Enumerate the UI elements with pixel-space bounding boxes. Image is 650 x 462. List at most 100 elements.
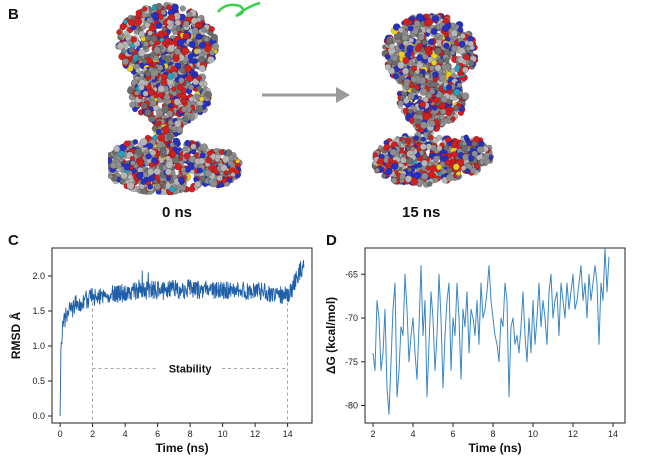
atom-sphere (145, 153, 152, 160)
atom-sphere (427, 38, 435, 45)
atom-sphere (138, 30, 146, 38)
atom-sphere (134, 90, 140, 96)
atom-sphere (188, 96, 195, 103)
atom-sphere (421, 53, 429, 60)
atom-sphere (407, 92, 415, 101)
atom-sphere (411, 105, 417, 112)
atom-sphere (462, 66, 469, 74)
atom-sphere (407, 19, 413, 25)
atom-sphere (166, 4, 172, 11)
atom-sphere (227, 177, 233, 183)
atom-sphere (188, 185, 196, 193)
atom-sphere (130, 160, 136, 166)
atom-sphere (198, 56, 206, 63)
atom-sphere (387, 157, 394, 163)
atom-sphere (196, 167, 203, 174)
atom-sphere (399, 173, 406, 181)
atom-sphere (399, 156, 407, 164)
atom-sphere (225, 149, 233, 156)
atom-sphere (157, 97, 163, 103)
atom-sphere (144, 108, 152, 117)
atom-sphere (392, 73, 400, 80)
atom-sphere (142, 90, 149, 97)
stability-annotation: Stability (169, 363, 213, 375)
atom-sphere (149, 161, 155, 168)
atom-sphere (169, 150, 177, 158)
atom-sphere (191, 27, 199, 34)
atom-sphere (385, 54, 391, 60)
atom-sphere (429, 65, 435, 72)
atom-sphere (142, 172, 148, 178)
atom-sphere (147, 168, 155, 176)
atom-sphere (403, 97, 410, 105)
atom-sphere (190, 143, 197, 150)
atom-sphere (428, 153, 435, 159)
atom-sphere (391, 177, 398, 184)
atom-sphere (413, 135, 419, 141)
atom-sphere (155, 22, 163, 29)
atom-sphere (127, 39, 133, 46)
atom-sphere (174, 19, 182, 26)
atom-sphere (391, 162, 399, 171)
atom-sphere (162, 125, 170, 134)
x-tick-label: 10 (218, 429, 228, 439)
atom-sphere (204, 45, 212, 53)
atom-sphere (134, 17, 143, 26)
atom-sphere (198, 41, 206, 49)
atom-sphere (425, 92, 433, 99)
rmsd-chart: 0 2 4 6 8 10 12 14 0.0 0.5 1.0 1.5 2.0 Time (ns) RMSD … (8, 247, 313, 455)
atom-sphere (161, 40, 168, 47)
atom-sphere (431, 105, 438, 111)
atom-sphere (471, 150, 478, 157)
atom-sphere (398, 74, 405, 82)
x-tick-label: 12 (250, 429, 260, 439)
atom-sphere (457, 56, 465, 64)
atom-sphere (437, 57, 444, 65)
atom-sphere (166, 133, 174, 142)
atom-sphere (165, 168, 172, 176)
atom-sphere (146, 16, 154, 24)
atom-sphere (421, 159, 428, 167)
atom-sphere (450, 158, 456, 164)
atom-sphere (413, 19, 421, 27)
atom-sphere (180, 166, 187, 173)
atom-sphere (404, 81, 410, 87)
x-tick-label: 8 (188, 429, 193, 439)
atom-sphere (436, 145, 443, 152)
x-axis-label: Time (ns) (468, 441, 521, 455)
atom-sphere (185, 74, 194, 83)
atom-sphere (216, 175, 223, 182)
atom-sphere (210, 180, 218, 188)
atom-sphere (133, 28, 140, 35)
atom-sphere (408, 37, 414, 43)
atom-sphere (452, 163, 460, 171)
atom-sphere (178, 77, 185, 84)
atom-sphere (147, 183, 154, 190)
atom-sphere (407, 44, 414, 52)
atom-sphere (424, 45, 432, 53)
atom-sphere (113, 145, 121, 153)
atom-sphere (377, 157, 385, 165)
atom-sphere (160, 47, 166, 53)
atom-sphere (200, 143, 208, 151)
atom-sphere (145, 34, 152, 41)
atom-sphere (476, 146, 484, 154)
atom-sphere (426, 28, 432, 34)
atom-sphere (415, 118, 422, 125)
atom-sphere (176, 83, 184, 91)
atom-sphere (415, 13, 424, 21)
atom-sphere (464, 168, 471, 175)
atom-sphere (422, 153, 428, 160)
atom-sphere (178, 176, 185, 184)
atom-sphere (460, 76, 466, 82)
atom-sphere (397, 99, 404, 107)
atom-sphere (450, 151, 458, 159)
atom-sphere (129, 101, 136, 109)
atom-sphere (118, 52, 126, 61)
x-tick-label: 0 (58, 429, 63, 439)
atom-sphere (198, 80, 205, 87)
atom-sphere (174, 162, 182, 171)
atom-sphere (140, 179, 147, 185)
atom-sphere (446, 71, 452, 77)
atom-sphere (406, 157, 414, 165)
